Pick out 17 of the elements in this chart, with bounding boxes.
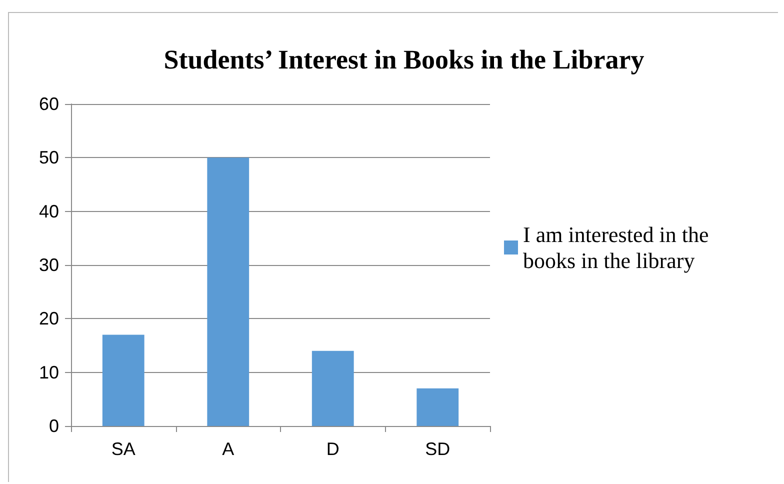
bar xyxy=(416,388,459,426)
y-tick-label: 50 xyxy=(38,148,59,168)
bar xyxy=(102,334,144,426)
y-tick-label: 40 xyxy=(38,201,59,222)
x-tick-label: D xyxy=(326,439,340,459)
y-tick-label: 0 xyxy=(48,416,59,436)
y-tick-label: 30 xyxy=(38,255,59,275)
legend-label: I am interested in the books in the library xyxy=(523,222,714,273)
y-tick-label: 60 xyxy=(38,94,59,114)
chart-title: Students’ Interest in Books in the Library xyxy=(164,44,645,74)
y-tick-label: 10 xyxy=(38,362,59,382)
bar xyxy=(207,158,250,426)
x-tick-label: A xyxy=(222,439,234,459)
bar xyxy=(312,350,354,426)
x-tick-label: SD xyxy=(425,439,450,459)
x-tick-label: SA xyxy=(111,439,136,459)
y-tick-label: 20 xyxy=(38,308,59,329)
